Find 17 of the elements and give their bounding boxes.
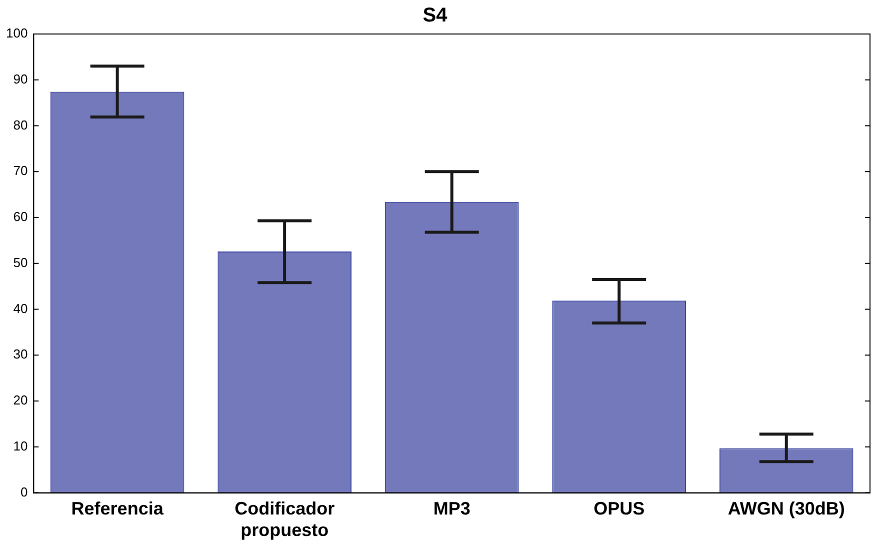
x-tick-label: Referencia xyxy=(71,498,164,519)
y-tick-label: 100 xyxy=(6,26,28,41)
x-tick-label: MP3 xyxy=(433,498,470,519)
y-tick-label: 50 xyxy=(13,254,28,270)
chart-title: S4 xyxy=(422,4,448,27)
y-tick-label: 70 xyxy=(13,163,28,178)
y-tick-label: 60 xyxy=(13,209,28,224)
y-tick-label: 20 xyxy=(13,392,28,408)
x-tick-label: Codificador propuesto xyxy=(234,498,335,540)
y-tick-label: 10 xyxy=(13,438,28,454)
y-tick-label: 0 xyxy=(20,484,28,500)
y-tick-label: 90 xyxy=(13,71,28,86)
x-tick-label: AWGN (30dB) xyxy=(728,498,845,519)
x-tick-label: OPUS xyxy=(594,498,645,519)
y-tick-label: 30 xyxy=(13,346,28,362)
y-tick-label: 80 xyxy=(13,117,28,132)
y-tick-label: 40 xyxy=(13,300,28,316)
